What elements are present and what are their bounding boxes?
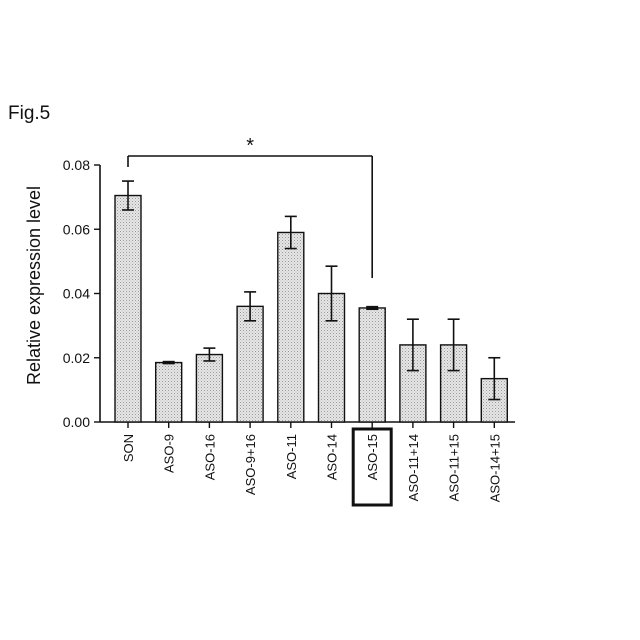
category-label: ASO-11 — [284, 434, 299, 479]
highlight-box — [351, 427, 393, 507]
category-label: ASO-15 — [365, 434, 380, 480]
y-tick-label: 0.04 — [63, 286, 90, 302]
category-label: SON — [121, 434, 136, 462]
y-tick-label: 0.08 — [63, 157, 90, 173]
bar — [358, 307, 386, 423]
figure-label: Fig.5 — [8, 103, 51, 124]
y-tick-label: 0.06 — [63, 221, 90, 237]
category-label: ASO-14+15 — [487, 434, 502, 502]
significance-label: * — [246, 135, 254, 157]
category-label: ASO-9+16 — [243, 434, 258, 495]
category-label: ASO-14 — [325, 434, 340, 480]
bar — [236, 305, 264, 423]
y-axis-label: Relative expression level — [24, 186, 44, 385]
category-label: ASO-11+14 — [406, 434, 421, 501]
category-label: ASO-11+15 — [447, 434, 462, 501]
category-label: ASO-16 — [202, 434, 217, 480]
bar — [114, 194, 142, 423]
category-label: ASO-9 — [162, 434, 177, 473]
bar — [154, 361, 183, 423]
y-tick-label: 0.00 — [63, 414, 90, 430]
bar — [195, 353, 224, 423]
bar — [277, 231, 305, 423]
y-tick-label: 0.02 — [63, 350, 90, 366]
